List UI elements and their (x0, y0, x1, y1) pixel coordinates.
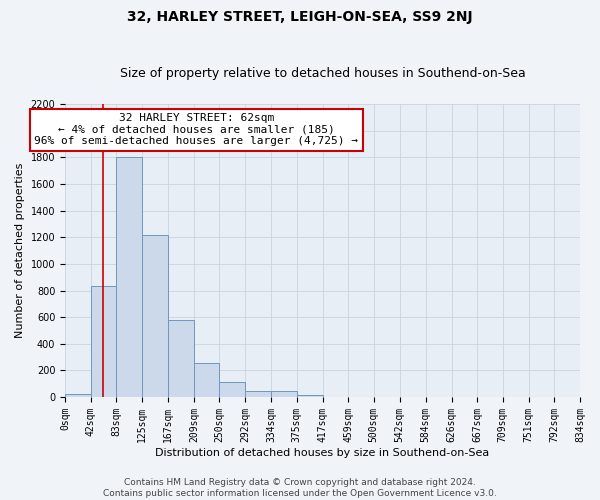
Text: 32, HARLEY STREET, LEIGH-ON-SEA, SS9 2NJ: 32, HARLEY STREET, LEIGH-ON-SEA, SS9 2NJ (127, 10, 473, 24)
Text: 32 HARLEY STREET: 62sqm
← 4% of detached houses are smaller (185)
96% of semi-de: 32 HARLEY STREET: 62sqm ← 4% of detached… (34, 113, 358, 146)
Title: Size of property relative to detached houses in Southend-on-Sea: Size of property relative to detached ho… (119, 66, 526, 80)
Text: Contains HM Land Registry data © Crown copyright and database right 2024.
Contai: Contains HM Land Registry data © Crown c… (103, 478, 497, 498)
Bar (91, 286, 116, 397)
Bar (296, 394, 323, 397)
Bar (116, 158, 142, 397)
Bar (65, 394, 91, 397)
Bar (220, 382, 245, 397)
Bar (168, 320, 194, 397)
Bar (194, 363, 220, 397)
Bar (245, 392, 271, 397)
Bar (142, 236, 168, 397)
X-axis label: Distribution of detached houses by size in Southend-on-Sea: Distribution of detached houses by size … (155, 448, 490, 458)
Bar (271, 392, 296, 397)
Y-axis label: Number of detached properties: Number of detached properties (15, 163, 25, 338)
